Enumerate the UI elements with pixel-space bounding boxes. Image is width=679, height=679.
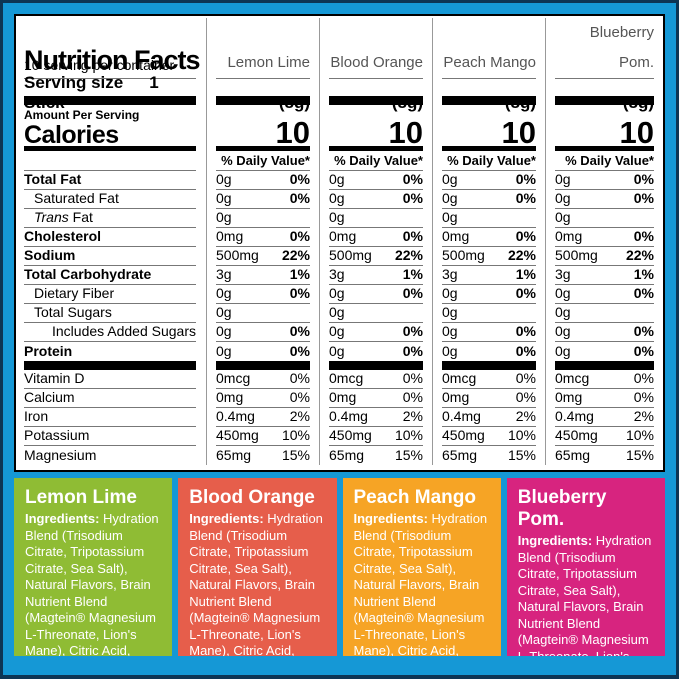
panel-peach-mango: Peach Mango Ingredients: Hydration Blend…	[342, 478, 501, 656]
calories-value: 10	[501, 115, 536, 150]
vitamin-row-vitamin-d: Vitamin D 0mcg 0% 0mcg 0% 0mcg 0% 0mcg 0%	[16, 370, 663, 389]
vitamin-row-magnesium: Magnesium 65mg 15% 65mg 15% 65mg 15% 65mg 15…	[16, 446, 663, 465]
nutrition-facts-title: Nutrition Facts	[24, 45, 201, 75]
daily-value-row: % Daily Value* % Daily Value* % Daily Va…	[16, 151, 663, 171]
column-header-blood-orange: Blood Orange	[330, 54, 423, 71]
column-header-blueberry-pom: Blueberry Pom.	[589, 24, 654, 71]
ingredient-panels: Lemon Lime Ingredients: Hydration Blend …	[14, 478, 665, 656]
daily-value-header: % Daily Value*	[565, 153, 654, 168]
amount-per-serving-label: Amount Per Serving	[24, 108, 140, 122]
panel-title: Blueberry Pom.	[517, 487, 607, 530]
column-header-peach-mango: Peach Mango	[443, 54, 536, 71]
thick-divider	[16, 96, 663, 105]
column-header-lemon-lime: Lemon Lime	[227, 54, 310, 71]
vitamin-row-iron: Iron 0.4mg 2% 0.4mg 2% 0.4mg 2% 0.4mg 2%	[16, 408, 663, 427]
vitamin-row-potassium: Potassium 450mg 10% 450mg 10% 450mg 10% 450…	[16, 427, 663, 446]
panel-ingredients: Ingredients: Hydration Blend (Trisodium …	[353, 511, 488, 656]
panel-blueberry-pom: Blueberry Pom. Ingredients: Hydration Bl…	[506, 478, 665, 656]
servings-row: 10 serving per container	[16, 57, 663, 73]
panel-ingredients: Ingredients: Hydration Blend (Trisodium …	[189, 511, 323, 656]
medium-divider	[16, 146, 663, 151]
nutrient-row-protein: Protein 0g 0% 0g 0% 0g 0% 0g 0%	[16, 342, 663, 361]
nutrient-row-total-carbohydrate: Total Carbohydrate 3g 1% 3g 1% 3g 1% 3g 1%	[16, 266, 663, 285]
panel-ingredients: Ingredients: Hydration Blend (Trisodium …	[25, 511, 159, 656]
label-frame: Nutrition Facts Lemon Lime Blood Orange …	[3, 3, 676, 675]
calories-value: 10	[388, 115, 423, 150]
nutrient-row-sodium: Sodium 500mg 22% 500mg 22% 500mg 22% 500mg 2…	[16, 247, 663, 266]
nutrient-row-cholesterol: Cholesterol 0mg 0% 0mg 0% 0mg 0% 0mg 0%	[16, 228, 663, 247]
header-row: Nutrition Facts Lemon Lime Blood Orange …	[16, 18, 663, 79]
nutrient-row-total-sugars: Total Sugars 0g 0g 0g 0g	[16, 304, 663, 323]
panel-ingredients: Ingredients: Hydration Blend (Trisodium …	[517, 533, 652, 656]
nutrient-row-added-sugars: Includes Added Sugars 0g 0% 0g 0% 0g 0% 0g 0…	[16, 323, 663, 342]
nutrition-facts-table: Nutrition Facts Lemon Lime Blood Orange …	[14, 14, 665, 472]
nutrient-row-total-fat: Total Fat 0g 0% 0g 0% 0g 0% 0g 0%	[16, 171, 663, 190]
nutrient-row-trans-fat: Trans Fat 0g 0g 0g 0g	[16, 209, 663, 228]
servings-text: 10 serving per container	[24, 57, 175, 73]
calories-label: Calories	[24, 121, 119, 149]
daily-value-header: % Daily Value*	[447, 153, 536, 168]
daily-value-header: % Daily Value*	[221, 153, 310, 168]
daily-value-header: % Daily Value*	[334, 153, 423, 168]
nutrient-row-saturated-fat: Saturated Fat 0g 0% 0g 0% 0g 0% 0g 0%	[16, 190, 663, 209]
panel-title: Lemon Lime	[25, 487, 137, 508]
calories-row: Amount Per Serving Calories 10 10 10 10	[16, 105, 663, 150]
panel-lemon-lime: Lemon Lime Ingredients: Hydration Blend …	[14, 478, 173, 656]
vitamin-row-calcium: Calcium 0mg 0% 0mg 0% 0mg 0% 0mg 0%	[16, 389, 663, 408]
panel-blood-orange: Blood Orange Ingredients: Hydration Blen…	[178, 478, 337, 656]
nutrient-row-dietary-fiber: Dietary Fiber 0g 0% 0g 0% 0g 0% 0g 0%	[16, 285, 663, 304]
panel-title: Blood Orange	[189, 487, 315, 508]
calories-value: 10	[619, 115, 654, 150]
thick-divider-vitamins	[16, 361, 663, 370]
panel-title: Peach Mango	[353, 487, 476, 508]
calories-value: 10	[275, 115, 310, 150]
